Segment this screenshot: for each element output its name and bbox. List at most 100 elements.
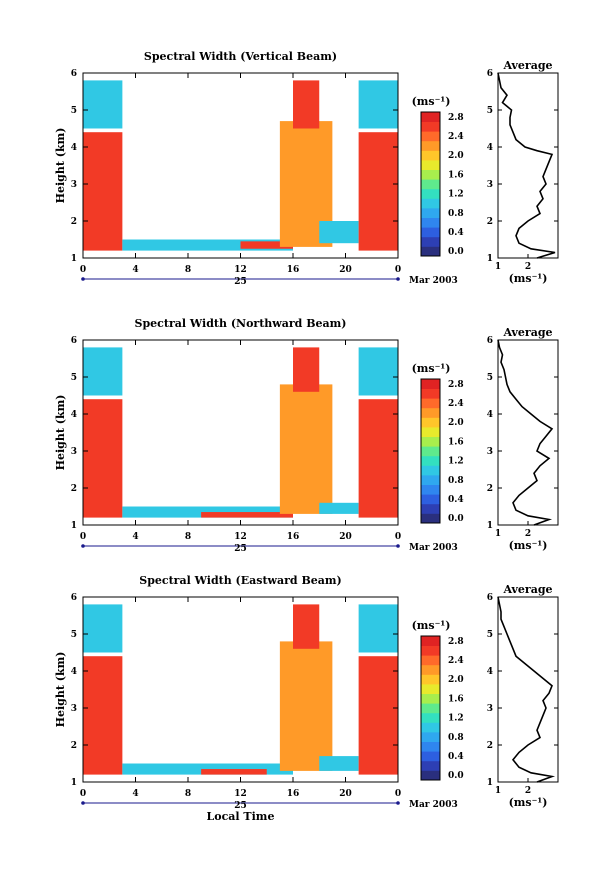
colorbar-swatch	[421, 160, 440, 170]
y-tick-label: 2	[71, 217, 77, 227]
colorbar-tick-label: 2.8	[448, 380, 464, 390]
day-label: 25	[234, 544, 247, 554]
x-tick-label: 12	[234, 265, 247, 275]
colorbar-swatch	[421, 645, 440, 656]
day-bar-end	[396, 801, 400, 805]
average-y-tick-label: 1	[487, 778, 493, 788]
colorbar-swatch	[421, 407, 440, 418]
colorbar-swatch	[421, 664, 440, 675]
x-tick-label: 16	[287, 265, 300, 275]
average-x-tick-label: 1	[495, 786, 501, 796]
average-y-tick-label: 4	[487, 410, 493, 420]
colorbar-swatch	[421, 179, 440, 190]
y-axis-label: Height (km)	[54, 128, 67, 204]
y-axis-label: Height (km)	[54, 652, 67, 728]
colorbar-unit: (ms⁻¹)	[412, 95, 451, 108]
average-frame	[497, 72, 559, 259]
colorbar-tick-label: 1.2	[448, 190, 464, 200]
x-tick-label: 12	[234, 789, 247, 799]
heatmap-cell	[83, 132, 123, 251]
y-tick-label: 4	[71, 667, 77, 677]
colorbar-tick-label: 2.4	[448, 132, 464, 142]
colorbar-swatch	[421, 112, 440, 122]
average-y-tick-label: 5	[487, 630, 493, 640]
average-y-tick-label: 6	[487, 593, 493, 603]
average-x-tick-label: 1	[495, 529, 501, 539]
average-x-label: (ms⁻¹)	[509, 272, 548, 285]
colorbar-swatch	[421, 636, 440, 646]
colorbar-tick-label: 1.2	[448, 714, 464, 724]
average-x-tick-label: 1	[495, 262, 501, 272]
y-tick-label: 3	[71, 704, 77, 714]
colorbar-frame	[420, 635, 441, 781]
average-y-tick-label: 3	[487, 180, 493, 190]
average-y-tick-label: 1	[487, 521, 493, 531]
x-tick-label: 0	[395, 265, 401, 275]
colorbar-swatch	[421, 446, 440, 457]
colorbar-tick-label: 0.4	[448, 228, 464, 238]
heatmap-cell	[358, 347, 398, 396]
panel-title: Spectral Width (Eastward Beam)	[139, 574, 341, 587]
heatmap-cell	[358, 604, 398, 653]
colorbar-tick-label: 0.0	[448, 771, 464, 781]
average-frame	[497, 596, 559, 783]
x-tick-label: 20	[339, 532, 352, 542]
colorbar-tick-label: 0.8	[448, 209, 464, 219]
x-tick-label: 4	[132, 789, 138, 799]
x-tick-label: 0	[395, 532, 401, 542]
day-bar-end	[396, 544, 400, 548]
x-tick-label: 20	[339, 265, 352, 275]
colorbar-tick-label: 2.0	[448, 418, 464, 428]
heatmap-cell	[83, 347, 123, 396]
heatmap-cell	[240, 241, 293, 249]
x-axis-label: Local Time	[207, 810, 275, 823]
colorbar-tick-label: 2.4	[448, 656, 464, 666]
day-bar-end	[396, 277, 400, 281]
average-x-tick-label: 2	[525, 529, 531, 539]
y-tick-label: 4	[71, 143, 77, 153]
y-tick-label: 1	[71, 778, 77, 788]
average-profile-line	[497, 339, 554, 526]
x-tick-label: 0	[395, 789, 401, 799]
heatmap-cell	[279, 384, 333, 514]
y-tick-label: 6	[71, 593, 77, 603]
heatmap-cell	[201, 512, 293, 518]
average-title: Average	[502, 583, 552, 596]
colorbar-swatch	[421, 236, 440, 247]
colorbar-swatch	[421, 417, 440, 428]
average-y-tick-label: 4	[487, 143, 493, 153]
y-tick-label: 3	[71, 180, 77, 190]
y-tick-label: 1	[71, 521, 77, 531]
heatmap-cell	[293, 80, 320, 129]
heatmap-cell	[319, 502, 359, 514]
colorbar-swatch	[421, 169, 440, 180]
average-y-tick-label: 2	[487, 484, 493, 494]
x-tick-label: 8	[185, 265, 191, 275]
colorbar-swatch	[421, 751, 440, 762]
heatmap-cell	[201, 769, 267, 775]
colorbar-tick-label: 2.0	[448, 675, 464, 685]
colorbar-unit: (ms⁻¹)	[412, 619, 451, 632]
heatmap-cell	[358, 399, 398, 518]
colorbar-swatch	[421, 503, 440, 514]
colorbar-swatch	[421, 693, 440, 704]
colorbar-swatch	[421, 436, 440, 447]
x-tick-label: 4	[132, 265, 138, 275]
colorbar-swatch	[421, 722, 440, 733]
heatmap-cell	[83, 80, 123, 129]
plot-frame	[82, 339, 399, 526]
average-profile-line	[497, 72, 556, 259]
average-y-tick-label: 2	[487, 741, 493, 751]
month-label: Mar 2003	[409, 276, 458, 286]
y-tick-label: 5	[71, 373, 77, 383]
x-tick-label: 12	[234, 532, 247, 542]
colorbar-unit: (ms⁻¹)	[412, 362, 451, 375]
y-tick-label: 6	[71, 69, 77, 79]
average-title: Average	[502, 59, 552, 72]
heatmap-cell	[293, 604, 320, 649]
y-tick-label: 1	[71, 254, 77, 264]
